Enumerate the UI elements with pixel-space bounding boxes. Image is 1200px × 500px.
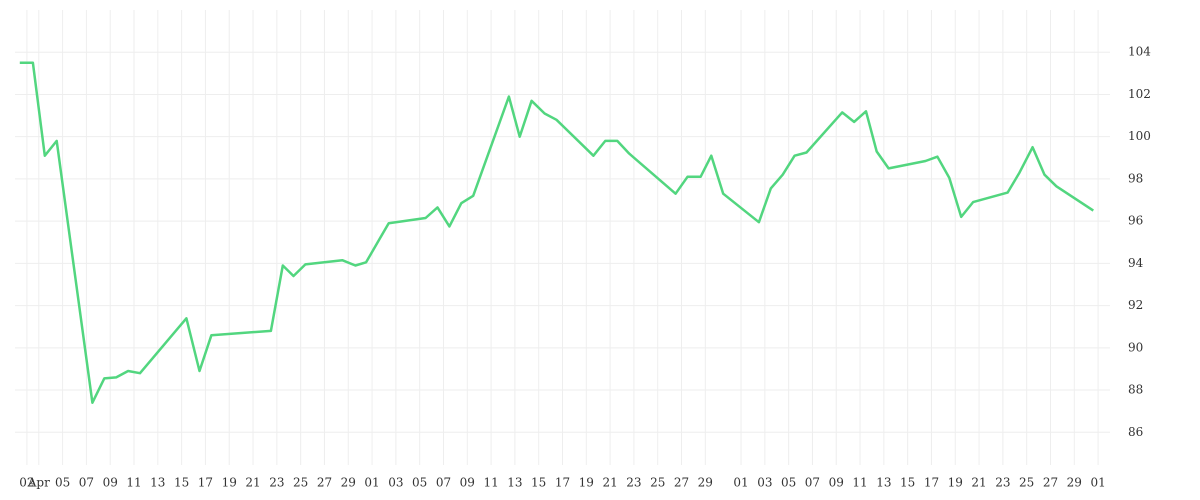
x-tick-label: 09	[460, 476, 475, 490]
y-tick-label: 104	[1128, 45, 1151, 59]
y-tick-label: 96	[1128, 214, 1143, 228]
x-tick-label: 03	[388, 476, 403, 490]
x-tick-label: 21	[971, 476, 986, 490]
x-tick-label: 11	[483, 476, 498, 490]
x-tick-label: 25	[293, 476, 308, 490]
y-tick-label: 98	[1128, 171, 1143, 185]
x-tick-label: 29	[1067, 476, 1082, 490]
x-tick-label: 27	[674, 476, 689, 490]
x-tick-label: 13	[150, 476, 165, 490]
x-tick-label: 23	[269, 476, 284, 490]
x-tick-label: 19	[222, 476, 237, 490]
y-tick-label: 102	[1128, 87, 1151, 101]
x-tick-label: 05	[781, 476, 796, 490]
y-tick-label: 90	[1128, 340, 1143, 354]
x-tick-label: 25	[650, 476, 665, 490]
x-tick-label: 07	[79, 476, 94, 490]
x-tick-label: 07	[436, 476, 451, 490]
x-tick-label: 11	[852, 476, 867, 490]
x-tick-label: 15	[174, 476, 189, 490]
y-tick-label: 86	[1128, 425, 1143, 439]
x-tick-label: 09	[103, 476, 118, 490]
x-tick-label: 15	[531, 476, 546, 490]
x-tick-label: 17	[555, 476, 570, 490]
x-tick-label: 07	[805, 476, 820, 490]
y-tick-label: 94	[1128, 256, 1144, 270]
x-tick-label: Apr	[27, 476, 50, 490]
x-tick-label: 03	[757, 476, 772, 490]
y-tick-label: 92	[1128, 298, 1143, 312]
x-tick-label: 05	[412, 476, 427, 490]
x-tick-label: 17	[198, 476, 213, 490]
x-tick-label: 01	[364, 476, 379, 490]
x-tick-label: 21	[245, 476, 260, 490]
x-tick-label: 05	[55, 476, 70, 490]
x-tick-label: 27	[1043, 476, 1058, 490]
x-tick-label: 27	[317, 476, 332, 490]
x-tick-label: 15	[900, 476, 915, 490]
x-tick-label: 25	[1019, 476, 1034, 490]
x-tick-label: 29	[698, 476, 713, 490]
x-tick-label: 01	[733, 476, 748, 490]
x-tick-label: 11	[126, 476, 141, 490]
y-tick-label: 100	[1128, 129, 1151, 143]
x-tick-label: 09	[829, 476, 844, 490]
x-tick-label: 23	[995, 476, 1010, 490]
x-tick-label: 19	[948, 476, 963, 490]
x-tick-label: 17	[924, 476, 939, 490]
x-tick-label: 19	[579, 476, 594, 490]
x-tick-label: 23	[626, 476, 641, 490]
x-tick-label: 13	[507, 476, 522, 490]
x-tick-label: 13	[876, 476, 891, 490]
x-tick-label: 02	[19, 476, 34, 490]
x-tick-label: 21	[602, 476, 617, 490]
y-tick-label: 88	[1128, 383, 1143, 397]
x-tick-label: 01	[1090, 476, 1105, 490]
x-tick-label: 29	[341, 476, 356, 490]
line-series	[19, 61, 1094, 404]
